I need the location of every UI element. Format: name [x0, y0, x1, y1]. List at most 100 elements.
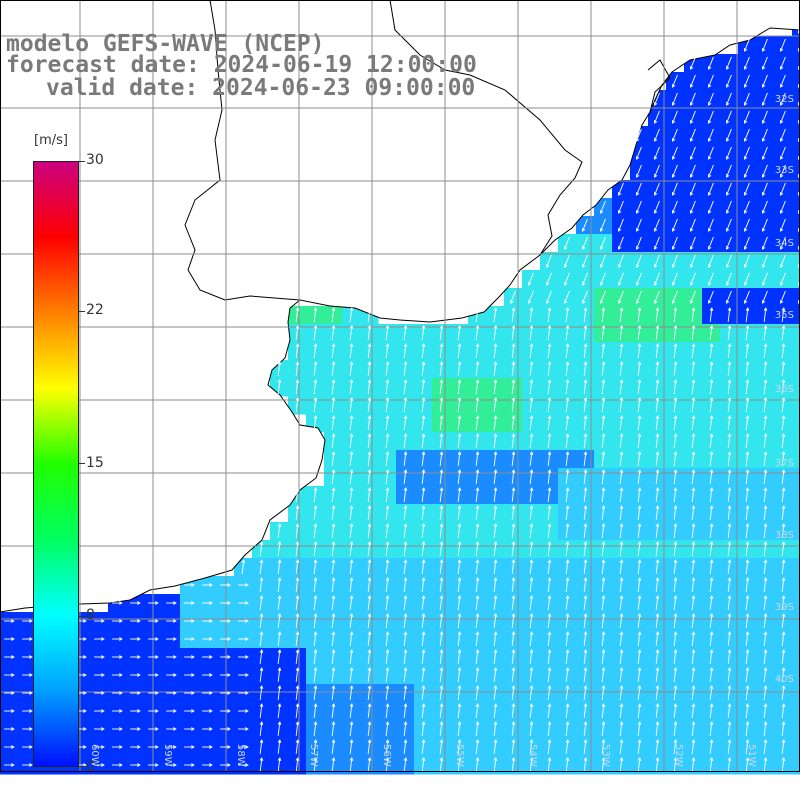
wind-arrow-head	[673, 541, 678, 546]
wind-arrow	[547, 668, 551, 682]
wind-arrow-head	[457, 379, 462, 384]
wind-arrow-head	[637, 541, 642, 546]
wind-arrow-head	[245, 673, 249, 677]
wind-arrow	[277, 650, 281, 664]
wind-arrow-head	[475, 739, 480, 744]
wind-arrow-head	[119, 763, 123, 767]
wind-arrow-head	[155, 727, 159, 731]
wind-arrow	[619, 344, 623, 358]
wind-arrow-head	[727, 433, 732, 438]
wind-arrow	[636, 164, 642, 178]
wind-arrow-head	[385, 433, 390, 438]
wind-arrow	[403, 452, 407, 466]
wind-arrow-head	[349, 433, 354, 438]
wind-arrow-head	[493, 541, 498, 546]
wind-arrow	[439, 650, 443, 664]
wind-arrow-head	[726, 102, 730, 106]
wind-arrow-head	[493, 397, 498, 402]
wind-arrow	[547, 632, 551, 646]
wind-arrow	[259, 758, 263, 772]
wind-arrow-head	[798, 192, 800, 196]
wind-arrow-head	[565, 595, 570, 600]
wind-arrow-head	[259, 631, 264, 636]
wind-arrow-head	[295, 649, 300, 654]
wind-arrow	[475, 416, 479, 430]
wind-arrow	[403, 722, 407, 736]
wind-arrow-head	[691, 559, 696, 564]
wind-arrow-head	[547, 343, 552, 348]
wind-arrow-head	[119, 655, 123, 659]
wind-arrow-head	[781, 343, 786, 348]
wind-arrow	[672, 200, 678, 214]
wind-arrow-head	[227, 727, 231, 731]
wind-arrow-head	[529, 487, 534, 492]
wind-arrow-head	[493, 361, 498, 366]
wind-arrow	[726, 146, 732, 160]
wind-arrow	[295, 632, 299, 646]
wind-arrow-head	[546, 282, 550, 286]
wind-arrow	[619, 560, 623, 574]
wind-arrow	[511, 758, 515, 772]
wind-arrow	[727, 416, 731, 430]
wind-arrow	[763, 704, 767, 718]
wind-arrow	[708, 164, 714, 178]
wind-arrow-head	[745, 631, 750, 636]
wind-arrow-head	[636, 192, 640, 196]
wind-arrow-head	[673, 361, 678, 366]
wind-arrow	[763, 758, 767, 772]
wind-arrow	[295, 578, 299, 592]
wind-arrow-head	[637, 325, 642, 330]
wind-arrow	[547, 722, 551, 736]
wind-arrow	[367, 416, 371, 430]
wind-arrow	[709, 488, 713, 502]
wind-arrow	[583, 704, 587, 718]
wind-arrow-head	[780, 282, 784, 286]
wind-arrow	[780, 254, 786, 268]
wind-arrow-head	[439, 397, 444, 402]
wind-arrow-head	[672, 120, 676, 124]
wind-arrow	[529, 668, 533, 682]
wind-arrow-head	[726, 156, 730, 160]
wind-arrow-head	[781, 739, 786, 744]
wind-arrow	[726, 56, 732, 70]
wind-arrow	[475, 704, 479, 718]
wind-cell	[792, 504, 800, 523]
wind-arrow	[745, 686, 749, 700]
wind-arrow-head	[457, 559, 462, 564]
wind-arrow	[547, 650, 551, 664]
wind-arrow	[781, 488, 785, 502]
wind-arrow	[691, 362, 695, 376]
wind-arrow-head	[763, 361, 768, 366]
wind-arrow-head	[475, 469, 480, 474]
wind-arrow-head	[655, 559, 660, 564]
wind-arrow-head	[313, 649, 318, 654]
wind-arrow-head	[137, 691, 141, 695]
wind-arrow-head	[295, 613, 300, 618]
wind-arrow-head	[385, 757, 390, 762]
wind-arrow	[277, 542, 281, 556]
wind-arrow	[313, 326, 317, 340]
wind-arrow-head	[331, 325, 336, 330]
wind-arrow-head	[457, 523, 462, 528]
wind-arrow-head	[654, 228, 658, 232]
wind-arrow	[709, 668, 713, 682]
wind-arrow	[528, 272, 534, 286]
wind-arrow-head	[367, 397, 372, 402]
wind-arrow	[475, 488, 479, 502]
wind-arrow	[331, 416, 335, 430]
wind-arrow	[277, 632, 281, 646]
colorbar-tick-mark	[79, 161, 85, 162]
wind-arrow	[601, 578, 605, 592]
wind-arrow-head	[493, 721, 498, 726]
wind-arrow	[619, 416, 623, 430]
wind-arrow-head	[439, 631, 444, 636]
wind-arrow-head	[745, 397, 750, 402]
wind-arrow-head	[708, 300, 712, 304]
wind-arrow-head	[349, 343, 354, 348]
colorbar-tick-mark	[79, 766, 85, 767]
wind-arrow	[583, 758, 587, 772]
wind-arrow	[727, 488, 731, 502]
wind-arrow-head	[403, 703, 408, 708]
wind-arrow-head	[511, 541, 516, 546]
wind-arrow	[529, 740, 533, 754]
